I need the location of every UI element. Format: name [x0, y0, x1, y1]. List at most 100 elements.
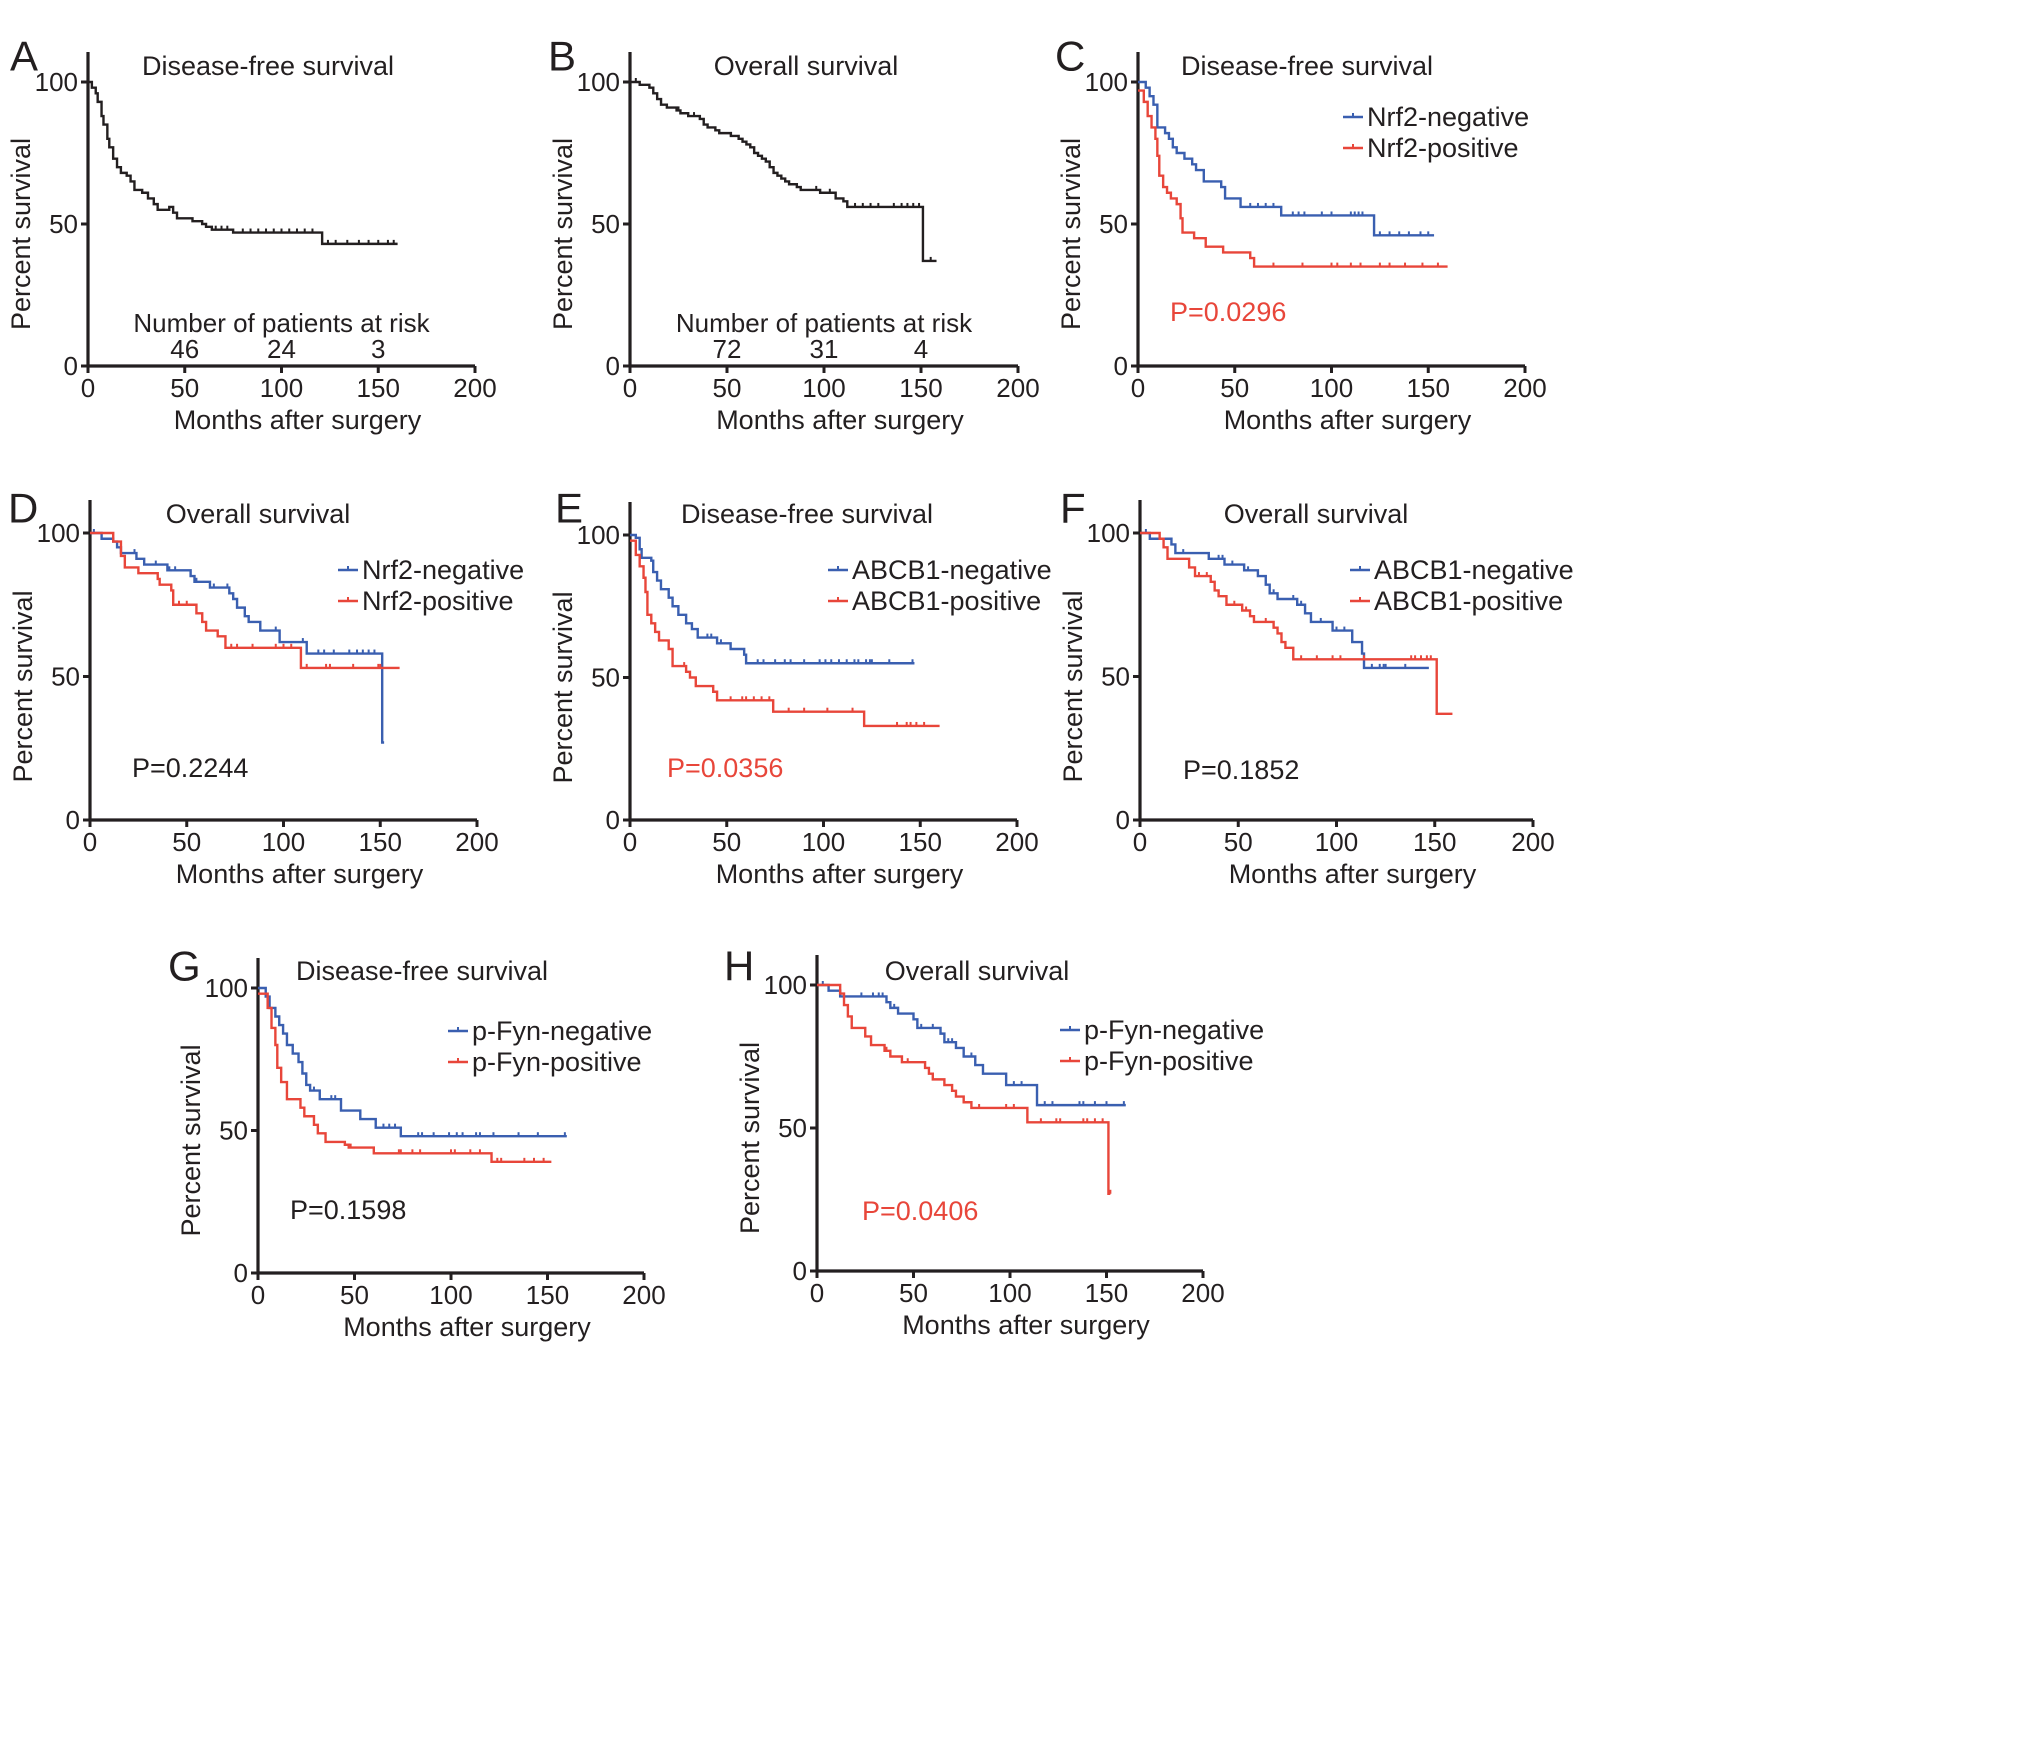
panel-a: A Disease-free survival 0 50 100 0 50 100 150 200… [6, 32, 497, 435]
x-tick-label: 150 [1407, 373, 1450, 403]
x-axis-label: Months after surgery [716, 405, 964, 435]
panel-letter: G [168, 942, 201, 989]
x-tick-label: 200 [995, 827, 1038, 857]
y-axis-label: Percent survival [548, 591, 578, 783]
x-tick-label: 50 [172, 827, 201, 857]
chart-title: Overall survival [714, 51, 899, 81]
risk-count: 72 [713, 334, 742, 364]
chart-title: Overall survival [166, 499, 351, 529]
survival-curve-p-fyn-negative [817, 983, 1126, 1107]
x-tick-label: 0 [83, 827, 97, 857]
y-tick-label: 50 [1101, 662, 1130, 692]
risk-table-label: Number of patients at risk [676, 308, 973, 338]
legend-item: p-Fyn-negative [1060, 1015, 1264, 1045]
y-tick-label: 50 [1099, 209, 1128, 239]
y-tick-label: 100 [1085, 67, 1128, 97]
legend-item: ABCB1-positive [828, 586, 1041, 616]
legend-label: ABCB1-positive [852, 586, 1041, 616]
x-axis-label: Months after surgery [343, 1312, 591, 1342]
risk-count: 24 [267, 334, 296, 364]
legend-label: ABCB1-positive [1374, 586, 1563, 616]
legend-label: p-Fyn-negative [472, 1016, 652, 1046]
risk-count: 3 [371, 334, 385, 364]
survival-curve-abcb1-positive [1140, 531, 1453, 716]
y-axis-label: Percent survival [1056, 138, 1086, 330]
x-axis-label: Months after surgery [1229, 859, 1477, 889]
legend-label: Nrf2-negative [1367, 102, 1529, 132]
survival-curve-nrf2-negative [90, 531, 385, 744]
survival-curve-p-fyn-positive [817, 983, 1111, 1195]
x-tick-label: 150 [899, 827, 942, 857]
y-axis-label: Percent survival [1058, 590, 1088, 782]
x-tick-label: 150 [359, 827, 402, 857]
legend-label: Nrf2-positive [362, 586, 514, 616]
p-value: P=0.2244 [132, 753, 248, 783]
panel-letter: C [1055, 32, 1085, 79]
x-tick-label: 100 [1310, 373, 1353, 403]
survival-curve-nrf2-positive [1138, 89, 1448, 268]
chart-title: Overall survival [1224, 499, 1409, 529]
panel-f: F Overall survival 0 50 100 0 50 100 150 200 Month… [1058, 484, 1574, 889]
x-tick-label: 50 [1220, 373, 1249, 403]
legend-item: Nrf2-negative [338, 555, 524, 585]
x-axis-label: Months after surgery [902, 1310, 1150, 1340]
x-tick-label: 200 [1503, 373, 1546, 403]
x-tick-label: 100 [260, 373, 303, 403]
x-axis-label: Months after surgery [176, 859, 424, 889]
p-value: P=0.0296 [1170, 297, 1286, 327]
x-tick-label: 200 [1511, 827, 1554, 857]
panel-e: E Disease-free survival 0 50 100 0 50 100 150 200… [548, 484, 1052, 889]
y-tick-label: 100 [1087, 518, 1130, 548]
chart-title: Disease-free survival [681, 499, 933, 529]
y-tick-label: 0 [606, 351, 620, 381]
y-tick-label: 100 [577, 67, 620, 97]
risk-table-label: Number of patients at risk [133, 308, 430, 338]
x-tick-label: 50 [170, 373, 199, 403]
y-tick-label: 100 [37, 518, 80, 548]
survival-curve-abcb1-negative [1140, 531, 1429, 670]
y-axis-label: Percent survival [548, 138, 578, 330]
chart-title: Disease-free survival [142, 51, 394, 81]
x-tick-label: 0 [251, 1280, 265, 1310]
x-axis-label: Months after surgery [1224, 405, 1472, 435]
chart-title: Overall survival [885, 956, 1070, 986]
x-tick-label: 150 [1085, 1278, 1128, 1308]
x-tick-label: 200 [1181, 1278, 1224, 1308]
y-tick-label: 0 [793, 1256, 807, 1286]
panel-letter: H [724, 942, 754, 989]
x-axis-label: Months after surgery [716, 859, 964, 889]
y-tick-label: 100 [35, 67, 78, 97]
legend-item: Nrf2-negative [1343, 102, 1529, 132]
y-tick-label: 50 [219, 1116, 248, 1146]
y-tick-label: 0 [64, 351, 78, 381]
x-tick-label: 0 [1133, 827, 1147, 857]
x-axis-label: Months after surgery [174, 405, 422, 435]
y-tick-label: 0 [606, 805, 620, 835]
x-tick-label: 50 [712, 827, 741, 857]
legend-item: Nrf2-positive [1343, 133, 1519, 163]
risk-count: 4 [914, 334, 928, 364]
y-tick-label: 0 [1116, 805, 1130, 835]
x-tick-label: 0 [810, 1278, 824, 1308]
y-tick-label: 0 [1114, 351, 1128, 381]
x-tick-label: 50 [340, 1280, 369, 1310]
y-tick-label: 0 [234, 1258, 248, 1288]
survival-curve-nrf2-positive [90, 531, 400, 670]
x-tick-label: 200 [453, 373, 496, 403]
p-value: P=0.0356 [667, 753, 783, 783]
x-tick-label: 200 [996, 373, 1039, 403]
survival-curve-p-fyn-positive [258, 992, 552, 1164]
legend-label: ABCB1-negative [852, 555, 1052, 585]
y-tick-label: 50 [49, 209, 78, 239]
panel-d: D Overall survival 0 50 100 0 50 100 150 200 Month… [8, 484, 524, 889]
risk-count: 31 [810, 334, 839, 364]
x-tick-label: 0 [623, 373, 637, 403]
legend-label: p-Fyn-negative [1084, 1015, 1264, 1045]
y-tick-label: 50 [778, 1113, 807, 1143]
y-tick-label: 100 [577, 520, 620, 550]
y-tick-label: 100 [764, 970, 807, 1000]
x-tick-label: 150 [899, 373, 942, 403]
x-tick-label: 0 [81, 373, 95, 403]
chart-title: Disease-free survival [1181, 51, 1433, 81]
